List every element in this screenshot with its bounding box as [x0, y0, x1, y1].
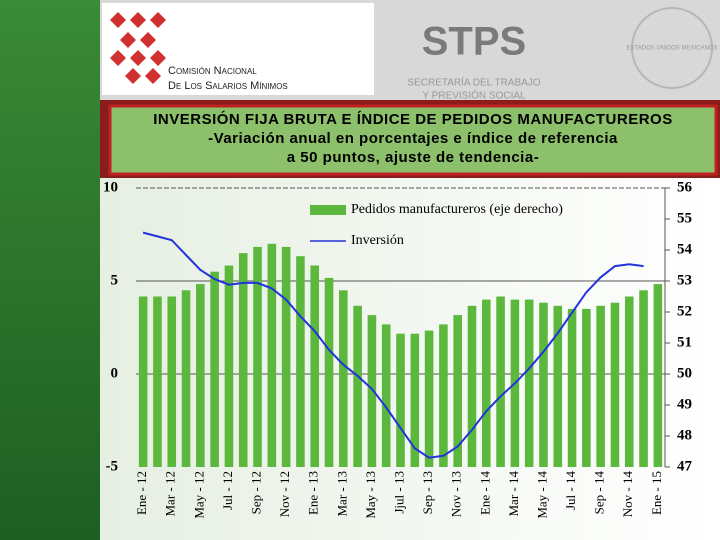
x-tick-label: Ene - 12 — [134, 471, 149, 515]
cnsm-logo — [110, 12, 166, 84]
x-tick-label: May - 12 — [191, 471, 206, 519]
bar — [253, 246, 262, 467]
legend-label: Inversión — [351, 233, 404, 248]
bar — [610, 302, 620, 467]
bar — [582, 308, 591, 467]
x-tick-label: Nov - 14 — [620, 471, 635, 518]
bar — [167, 296, 177, 467]
y2-tick-label: 48 — [677, 427, 692, 443]
bar — [553, 305, 563, 467]
bar — [224, 265, 234, 467]
stps-line1: SECRETARÍA DEL TRABAJO — [407, 76, 540, 89]
y-tick-label: 5 — [111, 272, 119, 288]
y2-tick-label: 54 — [677, 241, 693, 257]
stps-logo: STPS — [422, 20, 526, 64]
bar — [424, 330, 434, 467]
x-tick-label: Ene - 15 — [649, 471, 664, 515]
chart-title: INVERSIÓN FIJA BRUTA E ÍNDICE DE PEDIDOS… — [153, 110, 672, 128]
y2-tick-label: 47 — [677, 458, 693, 474]
bar — [153, 296, 162, 467]
bar — [396, 333, 405, 467]
org-line1: Comisión Nacional — [168, 65, 257, 77]
x-tick-label: Jul - 14 — [563, 471, 578, 511]
bar — [381, 324, 391, 467]
legend-label: Pedidos manufactureros (eje derecho) — [351, 202, 563, 217]
bar — [281, 246, 291, 467]
x-tick-label: Mar - 13 — [334, 471, 349, 517]
x-tick-label: Sep - 13 — [420, 471, 435, 514]
bar — [496, 296, 505, 467]
bar — [181, 290, 191, 467]
seal-text: ESTADOS UNIDOS MEXICANOS — [627, 46, 718, 52]
x-tick-label: Jjul - 13 — [391, 471, 406, 514]
x-tick-label: Mar - 14 — [506, 471, 521, 517]
y2-tick-label: 50 — [677, 365, 692, 381]
x-tick-label: May - 14 — [534, 471, 549, 519]
bar — [267, 243, 277, 467]
x-tick-label: May - 13 — [363, 471, 378, 519]
bar — [639, 290, 648, 467]
bar — [210, 271, 219, 467]
bar — [567, 308, 577, 467]
legend-swatch — [310, 205, 346, 215]
stps-line2: Y PREVISIÓN SOCIAL — [422, 89, 526, 102]
x-tick-label: Sep - 12 — [249, 471, 264, 514]
bar — [653, 284, 663, 467]
seal — [631, 7, 713, 89]
line — [142, 231, 644, 459]
y2-tick-label: 49 — [677, 396, 692, 412]
x-tick-label: Ene - 14 — [477, 471, 492, 516]
bar — [467, 305, 477, 467]
bar — [524, 299, 534, 467]
bar — [196, 284, 205, 467]
title-box — [108, 104, 718, 176]
bar — [367, 315, 377, 467]
chart-subtitle: a 50 puntos, ajuste de tendencia- — [287, 149, 539, 166]
y2-tick-label: 52 — [677, 303, 692, 319]
y2-tick-label: 55 — [677, 210, 692, 226]
cnsm-logo-box — [102, 3, 374, 95]
y2-tick-label: 51 — [677, 334, 692, 350]
y2-tick-label: 56 — [677, 179, 693, 195]
y-tick-label: 10 — [103, 179, 118, 195]
bar — [596, 305, 605, 467]
x-tick-label: Mar - 12 — [163, 471, 178, 517]
x-tick-label: Nov - 13 — [449, 471, 464, 517]
bar — [439, 324, 448, 467]
bar — [481, 299, 491, 467]
bar — [310, 265, 320, 467]
chart-subtitle: -Variación anual en porcentajes e índice… — [208, 130, 618, 147]
bar — [324, 277, 334, 467]
x-tick-label: Nov - 12 — [277, 471, 292, 517]
bar — [453, 315, 462, 467]
x-tick-label: Jul - 12 — [220, 471, 235, 510]
y-tick-label: 0 — [111, 365, 119, 381]
bar — [296, 256, 305, 467]
bar — [539, 302, 548, 467]
bar — [624, 296, 634, 467]
bar — [138, 296, 148, 467]
bar — [410, 333, 420, 467]
x-tick-label: Sep - 14 — [592, 471, 607, 515]
bar — [353, 305, 362, 467]
bar — [238, 253, 248, 467]
y2-tick-label: 53 — [677, 272, 692, 288]
x-tick-label: Ene - 13 — [306, 471, 321, 515]
green-band — [0, 0, 100, 540]
bar — [339, 290, 348, 467]
org-line2: De Los Salarios Mínimos — [168, 80, 288, 92]
y-tick-label: -5 — [106, 458, 119, 474]
